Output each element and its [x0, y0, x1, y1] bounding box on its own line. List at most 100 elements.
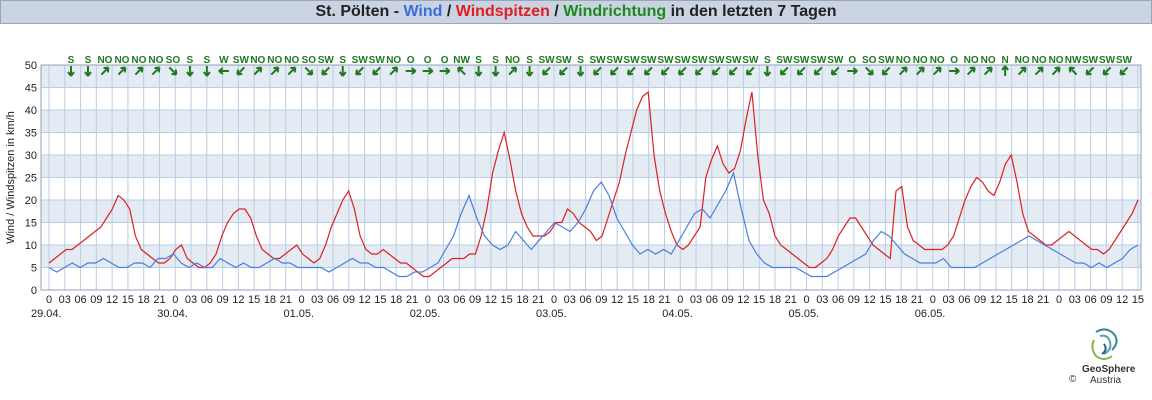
x-tick-label: 12 [1116, 294, 1128, 306]
series-line-windspitzen [48, 90, 1139, 278]
x-tick-label: 0 [46, 294, 52, 306]
x-tick-label: 15 [1006, 294, 1018, 306]
direction-arrow-icon [117, 66, 127, 76]
x-tick-label: 03 [942, 294, 954, 306]
x-tick-label: 21 [911, 294, 923, 306]
x-tick-label: 09 [848, 294, 860, 306]
x-tick-label: 0 [677, 294, 683, 306]
x-tick-label: 0 [803, 294, 809, 306]
direction-label: W [219, 55, 229, 66]
title-sep-2: / [549, 3, 564, 20]
x-tick-label: 06 [1084, 294, 1096, 306]
direction-arrow-icon [304, 66, 314, 76]
direction-arrow-icon [1119, 66, 1129, 76]
x-date-label: 29.04. [31, 308, 62, 320]
x-tick-label: 09 [974, 294, 986, 306]
direction-arrow-icon [763, 66, 772, 77]
direction-label: NO [930, 55, 945, 66]
x-tick-label: 21 [658, 294, 670, 306]
direction-arrow-icon [830, 66, 840, 76]
direction-label: S [764, 55, 771, 66]
x-tick-label: 12 [485, 294, 497, 306]
x-date-label: 03.05. [536, 308, 567, 320]
direction-label: NO [1049, 55, 1064, 66]
direction-label: SW [674, 55, 691, 66]
direction-label: SW [1099, 55, 1116, 66]
direction-arrow-icon [287, 66, 297, 76]
direction-arrow-icon [270, 66, 280, 76]
x-tick-label: 06 [706, 294, 718, 306]
x-tick-label: 03 [1069, 294, 1081, 306]
direction-label: SW [827, 55, 844, 66]
y-tick-label: 25 [25, 173, 37, 185]
direction-arrow-icon [508, 66, 518, 76]
direction-arrow-icon [1085, 66, 1095, 76]
direction-label: SW [725, 55, 742, 66]
direction-label: SW [539, 55, 556, 66]
direction-arrow-icon [932, 66, 942, 76]
direction-label: S [526, 55, 533, 66]
x-tick-label: 18 [1021, 294, 1033, 306]
title-suffix: in den letzten 7 Tagen [666, 3, 837, 20]
direction-arrow-icon [439, 67, 451, 75]
direction-arrow-icon [745, 66, 755, 76]
x-tick-label: 09 [721, 294, 733, 306]
direction-label: SW [369, 55, 386, 66]
brand-name: GeoSphere [1082, 364, 1136, 375]
grid-band [41, 200, 1141, 223]
direction-label: NW [453, 55, 470, 66]
direction-arrow-icon [491, 66, 500, 77]
direction-label: NO [284, 55, 299, 66]
direction-label: NW [1065, 55, 1082, 66]
x-tick-label: 12 [611, 294, 623, 306]
title-windrichtung: Windrichtung [563, 3, 667, 20]
direction-label: NO [250, 55, 265, 66]
direction-label: SW [708, 55, 725, 66]
grid-band [41, 155, 1141, 178]
direction-label: NO [505, 55, 520, 66]
direction-label: SW [623, 55, 640, 66]
direction-arrow-icon [865, 66, 874, 76]
direction-label: SW [878, 55, 895, 66]
direction-label: NO [131, 55, 146, 66]
x-tick-label: 09 [595, 294, 607, 306]
x-tick-label: 18 [390, 294, 402, 306]
x-tick-label: 0 [930, 294, 936, 306]
y-tick-label: 0 [31, 285, 37, 297]
x-tick-label: 21 [406, 294, 418, 306]
direction-arrow-icon [643, 66, 653, 76]
direction-arrow-icon [1001, 65, 1009, 76]
direction-arrow-icon [321, 66, 331, 76]
direction-arrow-icon [694, 66, 704, 76]
direction-arrow-icon [728, 66, 738, 76]
direction-label: NO [386, 55, 401, 66]
x-tick-label: 06 [958, 294, 970, 306]
direction-arrow-icon [218, 67, 229, 75]
x-tick-label: 15 [753, 294, 765, 306]
x-tick-label: 15 [374, 294, 386, 306]
direction-label: NO [913, 55, 928, 66]
x-tick-label: 03 [59, 294, 71, 306]
x-tick-label: 15 [501, 294, 513, 306]
direction-label: NO [1015, 55, 1030, 66]
direction-label: SW [742, 55, 759, 66]
direction-arrow-icon [236, 66, 246, 76]
direction-arrow-icon [100, 66, 110, 76]
direction-label: SW [606, 55, 623, 66]
x-date-label: 01.05. [284, 308, 315, 320]
x-tick-label: 12 [359, 294, 371, 306]
x-tick-label: 12 [106, 294, 118, 306]
direction-label: NO [267, 55, 282, 66]
x-tick-label: 03 [311, 294, 323, 306]
direction-arrow-icon [1102, 66, 1112, 76]
x-tick-label: 12 [864, 294, 876, 306]
direction-label: S [187, 55, 194, 66]
x-tick-label: 18 [643, 294, 655, 306]
direction-label: SO [166, 55, 181, 66]
direction-label: O [848, 55, 856, 66]
direction-label: SO [302, 55, 317, 66]
direction-label: SO [862, 55, 877, 66]
x-tick-label: 06 [201, 294, 213, 306]
x-tick-label: 15 [1132, 294, 1144, 306]
direction-arrow-icon [660, 66, 670, 76]
